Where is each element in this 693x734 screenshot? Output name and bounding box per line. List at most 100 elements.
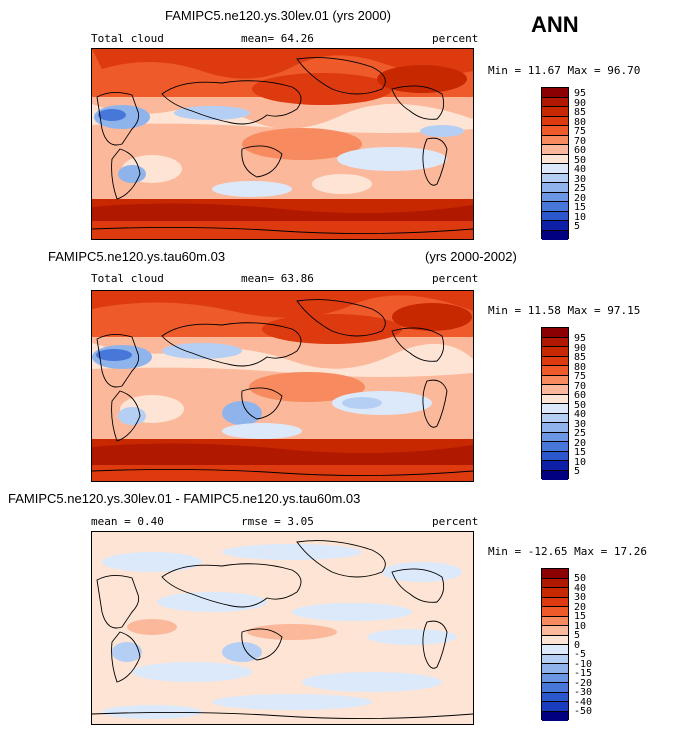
panel3-colorbar-cell [542,588,568,598]
panel3-colorbar-cell [542,654,568,664]
panel2-colorbar-label: 90 [574,342,587,354]
panel2-minmax-label: Min = 11.58 Max = 97.15 [488,304,641,317]
panel1-colorbar-label: 60 [574,145,587,156]
panel3-colorbar-cell [542,597,568,607]
panel1-variable-label: Total cloud [91,32,164,45]
panel3-colorbar-label: -30 [574,687,593,698]
panel2-colorbar-cell [542,432,568,442]
panel2-colorbar-label: 5 [574,466,581,477]
panel1-colorbar-cell [542,173,568,183]
panel1-map-field [92,49,473,239]
panel2-colorbar-cell [542,394,568,404]
panel2-colorbar-label: 95 [574,333,587,344]
panel3-colorbar-cell [542,645,568,655]
panel1-colorbar-cell [542,230,568,240]
panel1-colorbar-cell [542,154,568,164]
panel2-colorbar-label: 75 [574,371,587,382]
panel3-map [91,531,474,725]
panel1-colorbar-cell [542,88,568,98]
panel3-colorbar [541,568,569,721]
panel1-colorbar-label: 15 [574,202,587,213]
panel2-units-label: percent [432,272,479,285]
panel1-colorbar-label: 40 [574,164,587,175]
panel3-colorbar-label: 30 [574,592,587,603]
panel1-colorbar-cell [542,107,568,117]
panel3-colorbar-cell [542,616,568,626]
panel1-mean-label: mean= 64.26 [241,32,314,45]
panel2-colorbar-label: 20 [574,437,587,449]
panel3-colorbar-label: -20 [574,677,593,689]
panel2-years-label: (yrs 2000-2002) [425,249,517,264]
panel2-colorbar-cell [542,461,568,471]
panel1-map [91,48,474,240]
panel1-colorbar-label: 30 [574,173,587,185]
panel2-colorbar-cell [542,356,568,366]
panel1-colorbar-label: 80 [574,116,587,128]
panel3-colorbar-label: -10 [574,658,593,670]
panel3-rmse-label: rmse = 3.05 [241,515,314,528]
panel3-colorbar-cell [542,702,568,712]
panel3-colorbar-label: 5 [574,630,581,641]
panel3-colorbar-label: 40 [574,582,587,594]
panel2-map [91,290,474,482]
panel3-title: FAMIPC5.ne120.ys.30lev.01 - FAMIPC5.ne12… [8,491,361,506]
panel1-colorbar-cell [542,97,568,107]
panel3-colorbar-cell [542,578,568,588]
panel2-colorbar [541,327,569,480]
panel3-colorbar-cell [542,569,568,579]
panel1-colorbar [541,87,569,240]
panel2-colorbar-cell [542,366,568,376]
panel1-title: FAMIPC5.ne120.ys.30lev.01 (yrs 2000) [165,8,391,23]
panel3-colorbar-label: -40 [574,696,593,708]
panel2-mean-label: mean= 63.86 [241,272,314,285]
panel2-colorbar-cell [542,347,568,357]
panel2-colorbar-cell [542,328,568,338]
panel1-colorbar-label: 50 [574,154,587,166]
panel3-colorbar-label: 20 [574,601,587,613]
panel1-colorbar-cell [542,164,568,174]
panel3-minmax-label: Min = -12.65 Max = 17.26 [488,545,647,558]
panel1-colorbar-label: 90 [574,97,587,109]
panel3-colorbar-label: -15 [574,668,593,679]
panel3-colorbar-label: 50 [574,573,587,584]
panel2-variable-label: Total cloud [91,272,164,285]
panel2-colorbar-label: 50 [574,399,587,411]
panel2-colorbar-label: 70 [574,380,587,392]
panel1-colorbar-label: 85 [574,107,587,118]
panel2-colorbar-label: 10 [574,456,587,468]
panel1-colorbar-label: 25 [574,183,587,194]
panel1-colorbar-label: 5 [574,221,581,232]
panel3-colorbar-cell [542,711,568,721]
panel3-colorbar-label: 10 [574,620,587,632]
panel1-colorbar-label: 70 [574,135,587,147]
panel2-title: FAMIPC5.ne120.ys.tau60m.03 [48,249,226,264]
panel3-map-field [92,532,473,724]
panel1-units-label: percent [432,32,479,45]
panel1-colorbar-label: 75 [574,126,587,137]
panel2-colorbar-cell [542,337,568,347]
panel1-minmax-label: Min = 11.67 Max = 96.70 [488,64,641,77]
panel2-colorbar-cell [542,375,568,385]
panel1-colorbar-cell [542,126,568,136]
panel2-colorbar-cell [542,404,568,414]
panel3-colorbar-cell [542,692,568,702]
panel2-colorbar-label: 80 [574,361,587,373]
panel1-colorbar-cell [542,192,568,202]
panel3-colorbar-label: 15 [574,611,587,622]
panel2-colorbar-label: 60 [574,390,587,401]
panel1-colorbar-cell [542,202,568,212]
panel2-colorbar-cell [542,451,568,461]
panel3-colorbar-cell [542,635,568,645]
panel3-colorbar-cell [542,683,568,693]
panel2-colorbar-label: 85 [574,352,587,363]
panel2-colorbar-cell [542,470,568,480]
panel2-colorbar-cell [542,423,568,433]
season-label: ANN [531,12,579,37]
panel2-colorbar-cell [542,413,568,423]
panel1-colorbar-cell [542,183,568,193]
panel3-units-label: percent [432,515,479,528]
panel2-colorbar-label: 40 [574,409,587,420]
panel1-colorbar-cell [542,211,568,221]
panel3-colorbar-cell [542,626,568,636]
panel2-colorbar-cell [542,442,568,452]
